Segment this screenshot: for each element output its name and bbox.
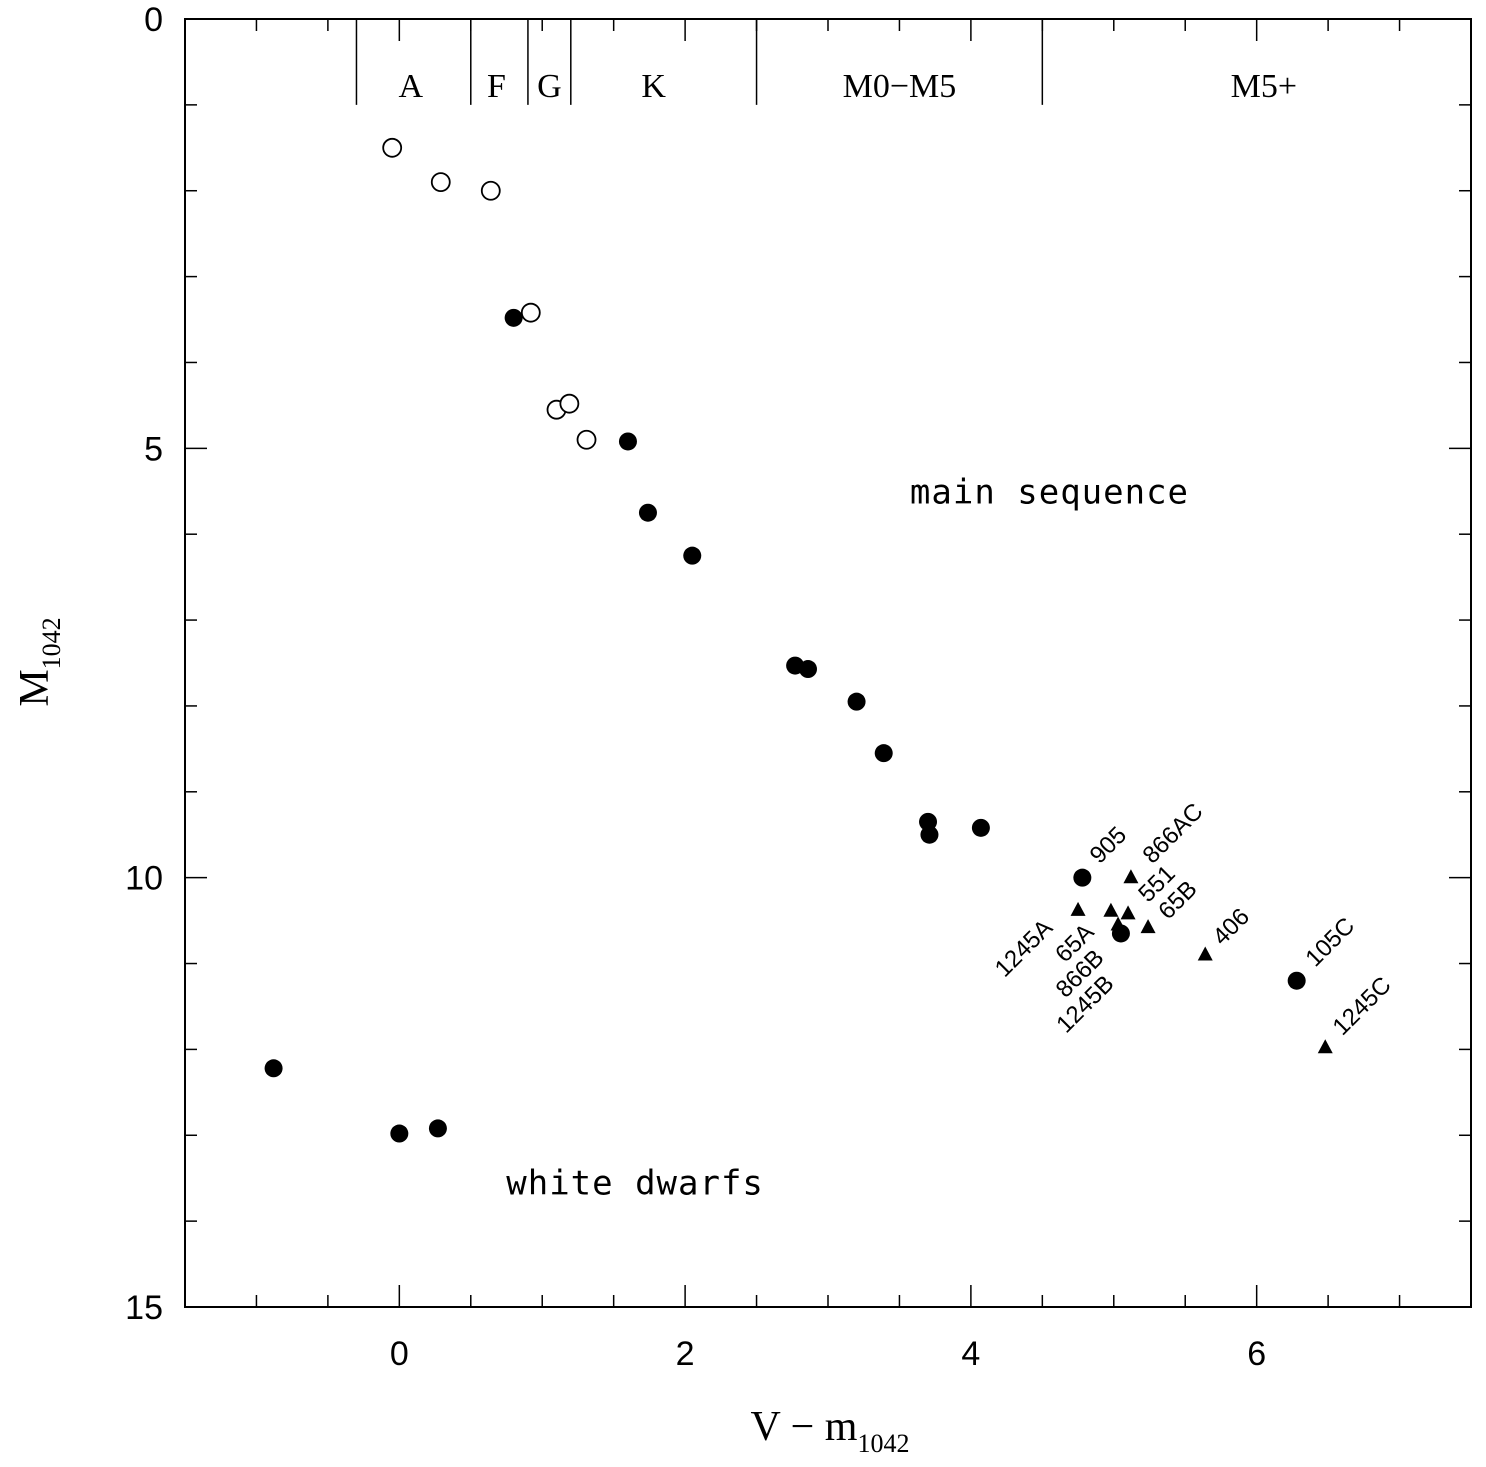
star-label: 1245C: [1328, 972, 1397, 1041]
filled-triangle-point: [1120, 905, 1136, 920]
x-axis-title-main: V − m: [751, 1404, 858, 1450]
star-label: 1245A: [990, 914, 1058, 982]
data-points: [264, 137, 1333, 1143]
x-tick-label: 2: [676, 1335, 695, 1373]
spectral-class-label: G: [537, 68, 562, 105]
star-label: 406: [1208, 903, 1255, 950]
filled-circle-point: [504, 308, 523, 327]
y-tick-label: 15: [125, 1289, 163, 1327]
filled-circle-point: [683, 546, 702, 565]
chart-text: 0 2 4 6 0 5 10 15 main sequence white dwarfs V − m…: [12, 1, 1266, 1458]
y-tick-label: 5: [144, 430, 163, 468]
star-label: 105C: [1300, 912, 1360, 972]
filled-circle-point: [920, 825, 939, 844]
filled-triangle-point: [1317, 1039, 1333, 1054]
spectral-class-label: K: [641, 68, 666, 105]
filled-circle-point: [798, 660, 817, 679]
x-tick-label: 0: [390, 1335, 409, 1373]
open-circle-point: [576, 429, 597, 450]
x-tick-label: 6: [1247, 1335, 1266, 1373]
filled-triangle-point: [1140, 919, 1156, 934]
spectral-class-label: M0−M5: [843, 68, 957, 105]
star-label: 866AC: [1138, 798, 1209, 869]
filled-circle-point: [618, 432, 637, 451]
filled-circle-point: [390, 1124, 409, 1143]
y-axis-title-main: M: [12, 669, 58, 706]
x-tick-label: 4: [961, 1335, 980, 1373]
filled-circle-point: [1073, 868, 1092, 887]
open-circle-point: [520, 302, 541, 323]
axis-ticks: [185, 19, 1471, 1307]
filled-circle-point: [638, 503, 657, 522]
open-circle-point: [559, 393, 580, 414]
spectral-class-label: A: [398, 68, 423, 105]
open-circle-point: [430, 172, 451, 193]
star-label: 905: [1085, 822, 1132, 869]
x-axis-title-sub: 1042: [857, 1429, 909, 1458]
open-circle-point: [382, 137, 403, 158]
filled-circle-point: [428, 1119, 447, 1138]
filled-circle-point: [874, 744, 893, 763]
y-axis-title: M1042: [12, 617, 66, 706]
y-tick-label: 10: [125, 860, 163, 898]
spectral-class-label: M5+: [1231, 68, 1297, 105]
filled-triangle-point: [1110, 916, 1126, 931]
region-label: main sequence: [910, 472, 1189, 512]
filled-triangle-point: [1123, 869, 1139, 884]
spectral-class-bar: A F G K M0−M5 M5+: [355, 19, 1297, 105]
filled-circle-point: [971, 818, 990, 837]
filled-circle-point: [264, 1059, 283, 1078]
filled-circle-point: [847, 692, 866, 711]
open-circle-point: [480, 180, 501, 201]
filled-triangle-point: [1197, 946, 1213, 961]
y-axis-title-sub: 1042: [37, 617, 66, 669]
filled-triangle-point: [1070, 901, 1086, 916]
filled-triangle-point: [1103, 902, 1119, 917]
plot-frame: [184, 18, 1472, 1308]
spectral-class-label: F: [487, 68, 506, 105]
region-label: white dwarfs: [506, 1163, 764, 1203]
y-tick-label: 0: [144, 1, 163, 39]
x-axis-title: V − m1042: [751, 1404, 910, 1458]
filled-circle-point: [1287, 971, 1306, 990]
